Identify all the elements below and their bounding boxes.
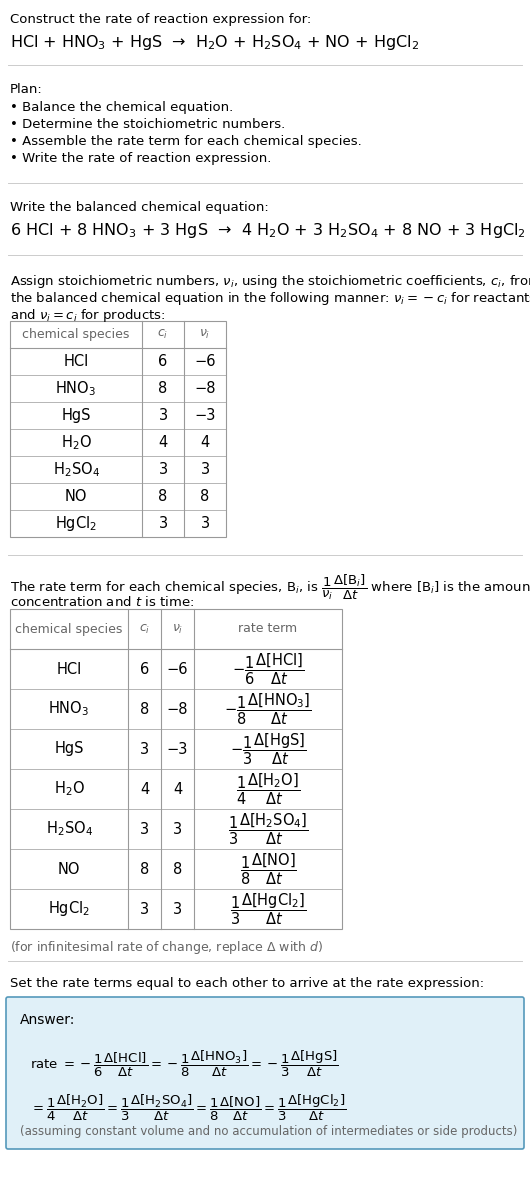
Text: rate term: rate term	[238, 622, 297, 636]
Text: 3: 3	[173, 821, 182, 837]
Text: chemical species: chemical species	[15, 622, 122, 636]
Text: 4: 4	[158, 435, 167, 450]
Text: H$_2$O: H$_2$O	[60, 433, 92, 452]
Text: • Assemble the rate term for each chemical species.: • Assemble the rate term for each chemic…	[10, 135, 362, 148]
Text: −8: −8	[167, 702, 188, 716]
Text: Write the balanced chemical equation:: Write the balanced chemical equation:	[10, 201, 269, 214]
Text: 3: 3	[140, 821, 149, 837]
Text: 8: 8	[140, 702, 149, 716]
Text: 8: 8	[158, 489, 167, 504]
Text: −3: −3	[195, 408, 216, 423]
FancyBboxPatch shape	[6, 997, 524, 1149]
Text: $\dfrac{1}{4}\dfrac{\Delta[\mathrm{H_2O}]}{\Delta t}$: $\dfrac{1}{4}\dfrac{\Delta[\mathrm{H_2O}…	[236, 772, 300, 807]
Text: The rate term for each chemical species, B$_i$, is $\dfrac{1}{\nu_i}\dfrac{\Delt: The rate term for each chemical species,…	[10, 573, 530, 602]
Text: $-\dfrac{1}{3}\dfrac{\Delta[\mathrm{HgS}]}{\Delta t}$: $-\dfrac{1}{3}\dfrac{\Delta[\mathrm{HgS}…	[230, 731, 306, 767]
Text: (assuming constant volume and no accumulation of intermediates or side products): (assuming constant volume and no accumul…	[20, 1125, 517, 1138]
Text: HCl + HNO$_3$ + HgS  →  H$_2$O + H$_2$SO$_4$ + NO + HgCl$_2$: HCl + HNO$_3$ + HgS → H$_2$O + H$_2$SO$_…	[10, 33, 419, 52]
Text: (for infinitesimal rate of change, replace Δ with $d$): (for infinitesimal rate of change, repla…	[10, 939, 323, 956]
Text: $\nu_i$: $\nu_i$	[172, 622, 183, 636]
Text: HNO$_3$: HNO$_3$	[55, 379, 96, 397]
Text: 3: 3	[158, 462, 167, 477]
Text: 8: 8	[140, 862, 149, 877]
Text: $-\dfrac{1}{8}\dfrac{\Delta[\mathrm{HNO_3}]}{\Delta t}$: $-\dfrac{1}{8}\dfrac{\Delta[\mathrm{HNO_…	[224, 691, 312, 727]
Text: 8: 8	[173, 862, 182, 877]
Text: $-\dfrac{1}{6}\dfrac{\Delta[\mathrm{HCl}]}{\Delta t}$: $-\dfrac{1}{6}\dfrac{\Delta[\mathrm{HCl}…	[232, 651, 304, 686]
Bar	[10, 609, 342, 929]
Bar	[10, 321, 226, 537]
Text: H$_2$SO$_4$: H$_2$SO$_4$	[46, 820, 93, 838]
Text: HCl: HCl	[64, 354, 89, 368]
Text: concentration and $t$ is time:: concentration and $t$ is time:	[10, 595, 194, 609]
Text: NO: NO	[58, 862, 80, 877]
Text: 3: 3	[140, 902, 149, 916]
Text: HgCl$_2$: HgCl$_2$	[55, 514, 97, 533]
Text: 8: 8	[158, 380, 167, 396]
Text: −8: −8	[195, 380, 216, 396]
Text: HgS: HgS	[54, 742, 84, 756]
Text: 3: 3	[158, 408, 167, 423]
Text: $\nu_i$: $\nu_i$	[199, 327, 211, 341]
Text: 4: 4	[200, 435, 210, 450]
Text: • Balance the chemical equation.: • Balance the chemical equation.	[10, 101, 233, 114]
Text: Answer:: Answer:	[20, 1013, 75, 1027]
Text: −6: −6	[195, 354, 216, 368]
Text: 6: 6	[158, 354, 167, 368]
Text: 3: 3	[200, 517, 209, 531]
Text: 6 HCl + 8 HNO$_3$ + 3 HgS  →  4 H$_2$O + 3 H$_2$SO$_4$ + 8 NO + 3 HgCl$_2$: 6 HCl + 8 HNO$_3$ + 3 HgS → 4 H$_2$O + 3…	[10, 222, 526, 240]
Text: H$_2$SO$_4$: H$_2$SO$_4$	[52, 460, 100, 479]
Text: Construct the rate of reaction expression for:: Construct the rate of reaction expressio…	[10, 13, 311, 26]
Text: Assign stoichiometric numbers, $\nu_i$, using the stoichiometric coefficients, $: Assign stoichiometric numbers, $\nu_i$, …	[10, 273, 530, 290]
Text: $\dfrac{1}{3}\dfrac{\Delta[\mathrm{H_2SO_4}]}{\Delta t}$: $\dfrac{1}{3}\dfrac{\Delta[\mathrm{H_2SO…	[228, 811, 308, 846]
Text: NO: NO	[65, 489, 87, 504]
Text: 3: 3	[173, 902, 182, 916]
Text: −3: −3	[167, 742, 188, 756]
Text: HNO$_3$: HNO$_3$	[48, 700, 90, 719]
Text: HCl: HCl	[56, 661, 82, 677]
Text: and $\nu_i = c_i$ for products:: and $\nu_i = c_i$ for products:	[10, 307, 165, 324]
Text: −6: −6	[167, 661, 188, 677]
Text: • Write the rate of reaction expression.: • Write the rate of reaction expression.	[10, 152, 271, 165]
Text: HgCl$_2$: HgCl$_2$	[48, 899, 90, 919]
Text: 3: 3	[140, 742, 149, 756]
Text: chemical species: chemical species	[22, 327, 130, 341]
Text: Plan:: Plan:	[10, 83, 43, 96]
Text: $c_i$: $c_i$	[157, 327, 169, 341]
Text: • Determine the stoichiometric numbers.: • Determine the stoichiometric numbers.	[10, 118, 285, 131]
Text: 3: 3	[158, 517, 167, 531]
Text: the balanced chemical equation in the following manner: $\nu_i = -c_i$ for react: the balanced chemical equation in the fo…	[10, 290, 530, 307]
Text: 8: 8	[200, 489, 210, 504]
Text: HgS: HgS	[61, 408, 91, 423]
Text: 4: 4	[140, 781, 149, 797]
Text: 3: 3	[200, 462, 209, 477]
Text: 6: 6	[140, 661, 149, 677]
Text: rate $= -\dfrac{1}{6}\dfrac{\Delta[\mathrm{HCl}]}{\Delta t} = -\dfrac{1}{8}\dfra: rate $= -\dfrac{1}{6}\dfrac{\Delta[\math…	[30, 1049, 339, 1079]
Text: $c_i$: $c_i$	[139, 622, 150, 636]
Text: $\dfrac{1}{3}\dfrac{\Delta[\mathrm{HgCl_2}]}{\Delta t}$: $\dfrac{1}{3}\dfrac{\Delta[\mathrm{HgCl_…	[230, 891, 306, 927]
Text: $\dfrac{1}{8}\dfrac{\Delta[\mathrm{NO}]}{\Delta t}$: $\dfrac{1}{8}\dfrac{\Delta[\mathrm{NO}]}…	[240, 851, 296, 887]
Text: $= \dfrac{1}{4}\dfrac{\Delta[\mathrm{H_2O}]}{\Delta t} = \dfrac{1}{3}\dfrac{\Del: $= \dfrac{1}{4}\dfrac{\Delta[\mathrm{H_2…	[30, 1093, 346, 1123]
Text: Set the rate terms equal to each other to arrive at the rate expression:: Set the rate terms equal to each other t…	[10, 976, 484, 990]
Text: H$_2$O: H$_2$O	[54, 780, 84, 798]
Text: 4: 4	[173, 781, 182, 797]
